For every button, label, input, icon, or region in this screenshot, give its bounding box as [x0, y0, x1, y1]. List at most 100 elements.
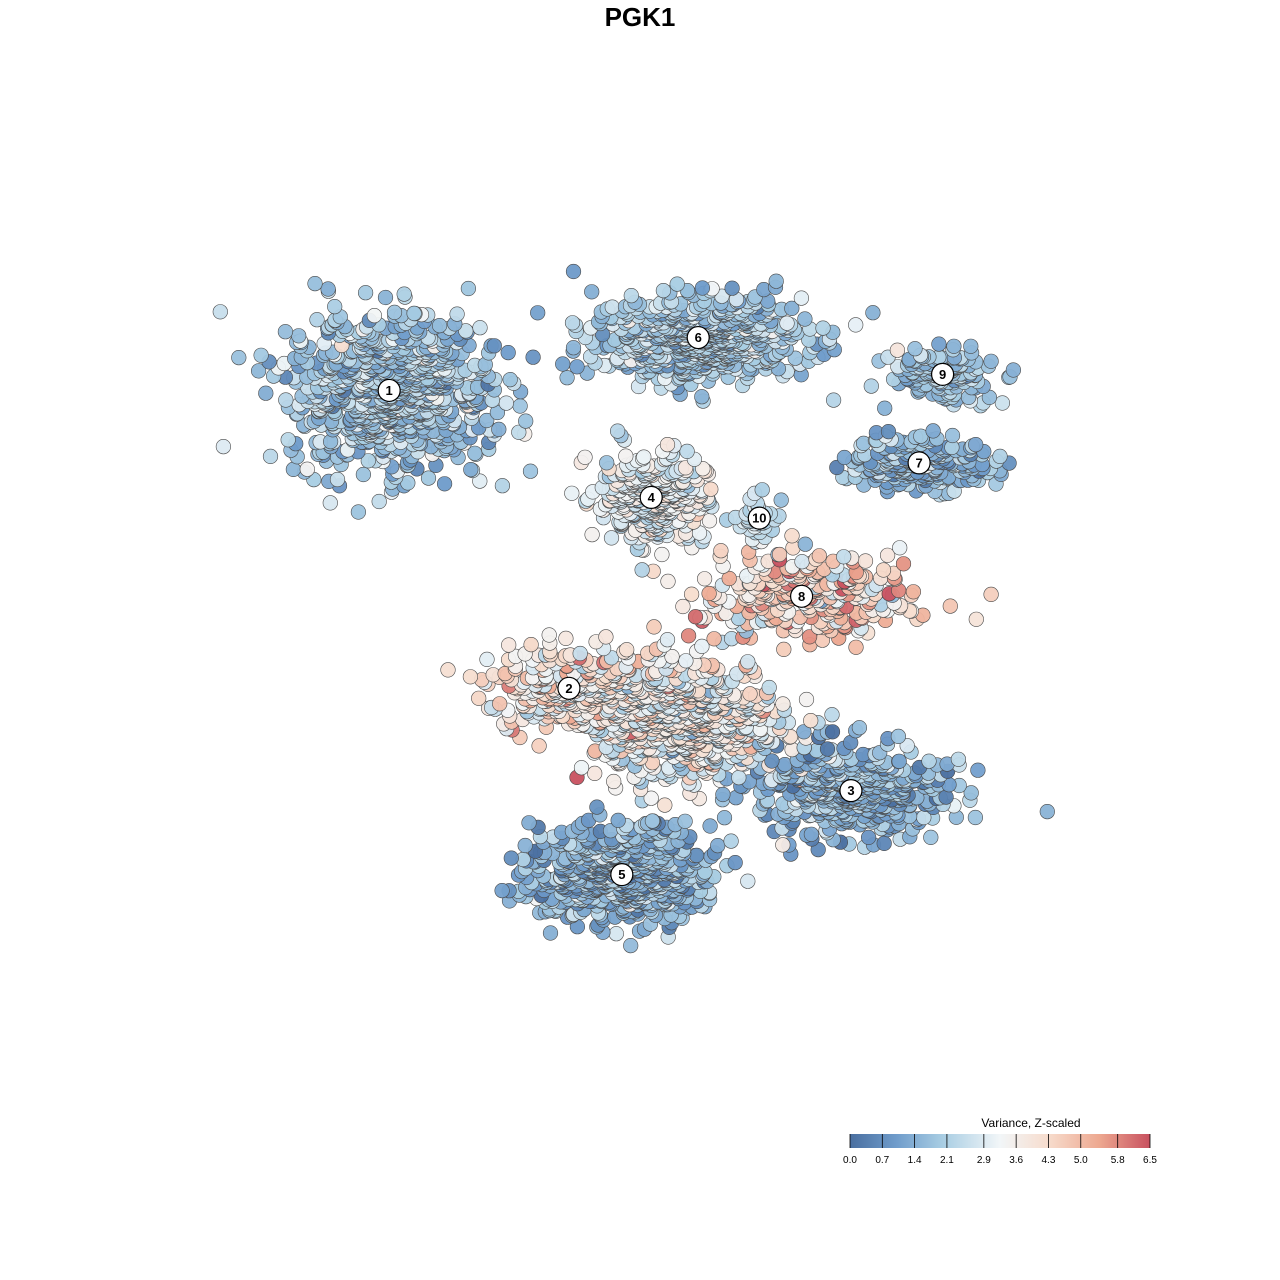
scatter-point [437, 476, 453, 492]
scatter-point [584, 284, 600, 300]
scatter-point [779, 315, 795, 331]
scatter-point [518, 413, 534, 429]
scatter-point [968, 611, 984, 627]
scatter-point [694, 389, 710, 405]
scatter-point [776, 641, 792, 658]
scatter-point [764, 753, 780, 769]
scatter-point [797, 311, 813, 327]
scatter-point [803, 826, 820, 842]
scatter-point [486, 338, 502, 354]
legend-title: Variance, Z-scaled [981, 1116, 1080, 1130]
scatter-point [857, 553, 874, 569]
scatter-point [713, 543, 729, 559]
scatter-point [589, 799, 605, 815]
scatter-point [530, 305, 546, 321]
scatter-point [573, 760, 590, 776]
scatter-point [836, 449, 853, 466]
scatter-point [555, 356, 571, 372]
scatter-point [215, 439, 231, 455]
scatter-point [479, 651, 495, 668]
scatter-point [587, 765, 603, 782]
scatter-point [876, 835, 892, 852]
scatter-point [825, 392, 842, 408]
scatter-point [701, 585, 717, 602]
legend-tick-label: 0.7 [875, 1155, 889, 1166]
scatter-point [654, 546, 670, 563]
scatter-point [377, 289, 394, 306]
scatter-point [905, 584, 922, 600]
scatter-point [659, 632, 676, 648]
scatter-point [498, 395, 514, 411]
scatter-point [680, 628, 697, 644]
legend-colorbar [850, 1134, 1150, 1148]
scatter-point [449, 306, 465, 322]
scatter-point [683, 586, 700, 602]
legend-tick-label: 4.3 [1042, 1155, 1056, 1166]
scatter-point [863, 378, 879, 394]
scatter-point [775, 696, 791, 712]
scatter-point [655, 283, 672, 299]
scatter-point [285, 461, 302, 478]
scatter-point [811, 548, 827, 564]
scatter-point [606, 773, 622, 790]
legend-tick-label: 5.8 [1111, 1155, 1125, 1166]
scatter-point [460, 280, 477, 297]
scatter-point [366, 308, 383, 324]
scatter-point [564, 315, 581, 331]
scatter-point [358, 285, 374, 301]
scatter-point [231, 350, 247, 366]
scatter-point [983, 586, 999, 603]
scatter-point [740, 873, 756, 889]
cluster-label-text: 10 [752, 511, 766, 526]
scatter-point [715, 786, 731, 803]
scatter-point [775, 837, 791, 853]
cluster-label-text: 2 [565, 681, 572, 696]
scatter-point [501, 637, 517, 653]
scatter-point [278, 392, 294, 408]
scatter-point [491, 421, 507, 438]
scatter-point [925, 423, 941, 439]
scatter-point [798, 691, 815, 708]
scatter-point [564, 485, 580, 501]
scatter-point [558, 630, 574, 647]
scatter-point [891, 753, 907, 769]
scatter-point [836, 549, 852, 565]
scatter-point [848, 639, 864, 655]
scatter-point [500, 345, 516, 361]
scatter-point [525, 349, 541, 365]
scatter-points [212, 263, 1055, 954]
scatter-point [523, 636, 539, 653]
scatter-point [740, 654, 756, 670]
scatter-point [923, 829, 939, 846]
scatter-point [327, 299, 343, 315]
cluster-label-text: 3 [847, 783, 854, 798]
scatter-point [675, 598, 691, 615]
scatter-point [702, 818, 718, 834]
scatter-point [565, 340, 582, 356]
legend-tick-label: 3.6 [1009, 1155, 1023, 1166]
legend-tick-label: 5.0 [1074, 1155, 1088, 1166]
scatter-point [950, 751, 967, 767]
scatter-point [716, 810, 733, 826]
scatter-point [299, 461, 315, 477]
scatter-point [679, 443, 695, 460]
cluster-label-2: 2 [557, 676, 581, 700]
scatter-point [463, 462, 479, 478]
scatter-point [471, 690, 487, 706]
scatter-point [623, 937, 639, 954]
scatter-point [931, 336, 947, 352]
legend-tick-label: 2.1 [940, 1155, 954, 1166]
scatter-point [731, 769, 747, 786]
scatter-point [771, 546, 788, 563]
scatter-point [531, 738, 547, 754]
scatter-point [797, 536, 813, 552]
scatter-point [634, 562, 650, 578]
scatter-point [742, 686, 758, 702]
legend-tick-label: 2.9 [977, 1155, 991, 1166]
scatter-point [727, 854, 743, 871]
scatter-point [963, 338, 979, 354]
cluster-label-3: 3 [839, 779, 863, 803]
scatter-point [1039, 803, 1055, 820]
scatter-point [877, 400, 893, 416]
